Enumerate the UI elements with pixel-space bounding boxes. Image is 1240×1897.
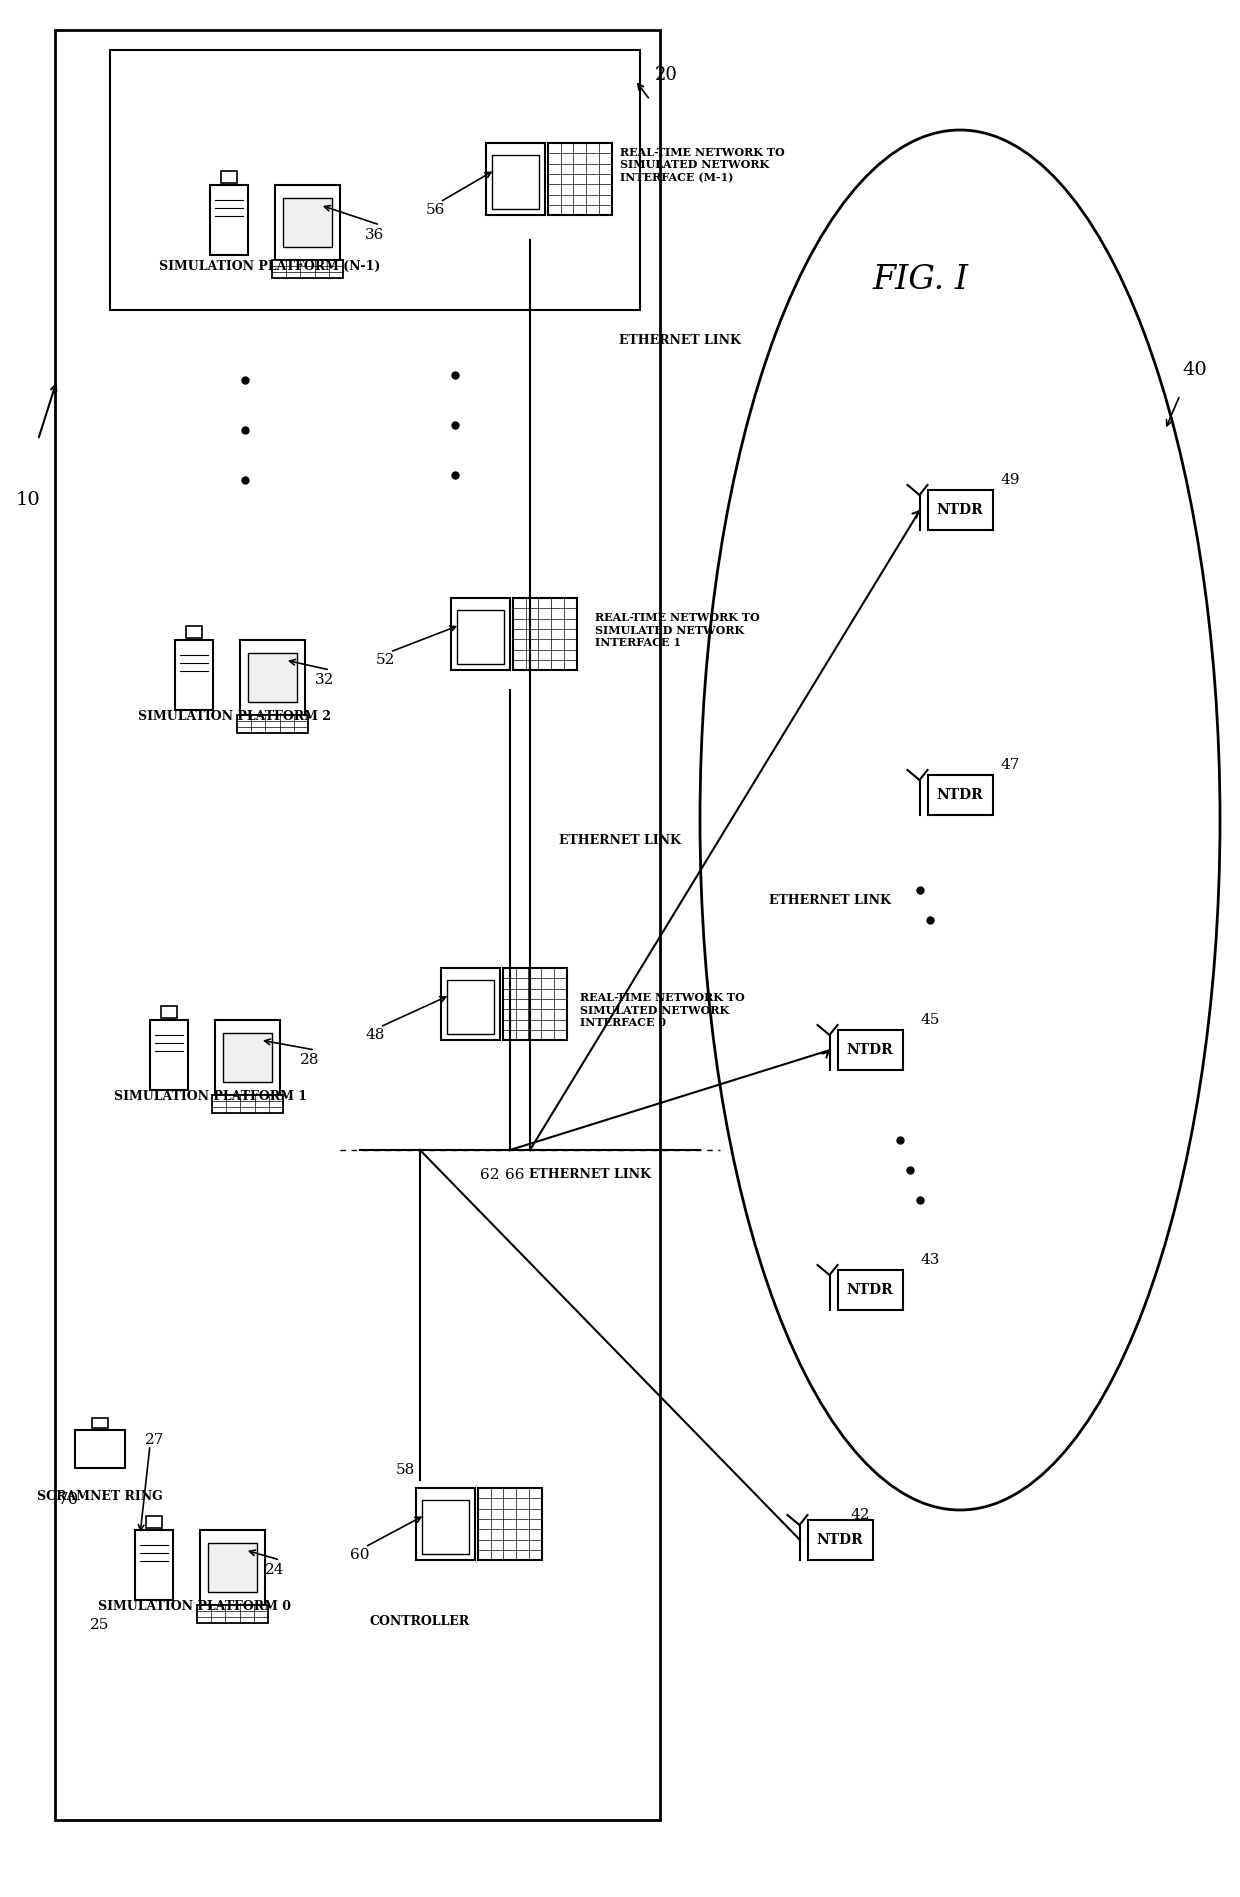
Text: REAL-TIME NETWORK TO
SIMULATED NETWORK
INTERFACE (M-1): REAL-TIME NETWORK TO SIMULATED NETWORK I…	[620, 146, 785, 184]
Bar	[837, 1269, 903, 1311]
Text: 66: 66	[505, 1169, 525, 1182]
Bar	[210, 186, 248, 254]
Bar	[200, 1531, 265, 1605]
Text: NTDR: NTDR	[936, 503, 983, 518]
Text: 60: 60	[350, 1548, 370, 1561]
Text: NTDR: NTDR	[847, 1282, 893, 1298]
Ellipse shape	[701, 131, 1220, 1510]
Bar	[486, 142, 546, 214]
Text: 42: 42	[851, 1508, 869, 1521]
Bar	[248, 653, 296, 702]
Text: 25: 25	[91, 1618, 109, 1631]
Bar	[186, 626, 202, 637]
Bar	[513, 598, 577, 670]
Bar	[456, 609, 505, 664]
Bar	[55, 30, 660, 1819]
Text: 52: 52	[376, 653, 394, 668]
Bar	[492, 154, 539, 209]
Text: FIG. I: FIG. I	[872, 264, 968, 296]
Text: SCRAMNET RING: SCRAMNET RING	[37, 1489, 162, 1502]
Text: 27: 27	[145, 1432, 165, 1447]
Text: 62: 62	[480, 1169, 500, 1182]
Bar	[415, 1487, 475, 1559]
Text: 49: 49	[1001, 472, 1019, 488]
Text: SIMULATION PLATFORM 0: SIMULATION PLATFORM 0	[98, 1599, 291, 1612]
Bar	[150, 1021, 188, 1091]
Text: 24: 24	[265, 1563, 285, 1576]
Bar	[446, 979, 495, 1034]
Text: 43: 43	[920, 1254, 940, 1267]
Text: NTDR: NTDR	[936, 787, 983, 802]
Bar	[283, 197, 332, 247]
Bar	[223, 1034, 272, 1081]
Bar	[440, 967, 500, 1040]
Bar	[208, 1542, 257, 1592]
Text: ETHERNET LINK: ETHERNET LINK	[559, 833, 681, 846]
Text: ETHERNET LINK: ETHERNET LINK	[619, 334, 742, 347]
Text: 47: 47	[1001, 759, 1019, 772]
Bar	[135, 1531, 174, 1599]
Text: 45: 45	[920, 1013, 940, 1026]
Bar	[221, 171, 237, 182]
Text: 70: 70	[57, 1491, 78, 1508]
Bar	[197, 1605, 268, 1624]
Text: REAL-TIME NETWORK TO
SIMULATED NETWORK
INTERFACE 1: REAL-TIME NETWORK TO SIMULATED NETWORK I…	[595, 611, 760, 649]
Text: REAL-TIME NETWORK TO
SIMULATED NETWORK
INTERFACE 0: REAL-TIME NETWORK TO SIMULATED NETWORK I…	[580, 992, 745, 1028]
Text: 40: 40	[1183, 360, 1208, 379]
Bar	[548, 142, 611, 214]
Text: 28: 28	[300, 1053, 320, 1066]
Text: SIMULATION PLATFORM 1: SIMULATION PLATFORM 1	[114, 1091, 306, 1102]
Bar	[837, 1030, 903, 1070]
Bar	[502, 967, 567, 1040]
Bar	[928, 776, 992, 816]
Text: SIMULATION PLATFORM 2: SIMULATION PLATFORM 2	[139, 709, 331, 723]
Bar	[237, 715, 309, 732]
Bar	[92, 1417, 108, 1428]
Bar	[477, 1487, 542, 1559]
Text: 36: 36	[366, 228, 384, 243]
Bar	[161, 1005, 177, 1019]
Text: CONTROLLER: CONTROLLER	[370, 1614, 470, 1628]
Bar	[175, 639, 213, 709]
Text: NTDR: NTDR	[847, 1043, 893, 1057]
Bar	[807, 1519, 873, 1559]
Text: NTDR: NTDR	[817, 1533, 863, 1546]
Text: ETHERNET LINK: ETHERNET LINK	[529, 1169, 651, 1182]
Text: SIMULATION PLATFORM (N-1): SIMULATION PLATFORM (N-1)	[159, 260, 381, 273]
Text: 32: 32	[315, 673, 335, 687]
Bar	[110, 49, 640, 309]
Text: 56: 56	[425, 203, 445, 216]
Bar	[275, 186, 340, 260]
Bar	[272, 260, 343, 279]
Bar	[215, 1021, 280, 1095]
Bar	[241, 639, 305, 715]
Bar	[451, 598, 510, 670]
Text: 20: 20	[655, 66, 678, 83]
Text: ETHERNET LINK: ETHERNET LINK	[769, 893, 890, 907]
Bar	[928, 489, 992, 529]
Text: 58: 58	[396, 1463, 414, 1478]
Bar	[422, 1501, 469, 1554]
Text: 48: 48	[366, 1028, 384, 1041]
Bar	[212, 1095, 283, 1114]
Text: 10: 10	[16, 491, 41, 508]
Bar	[74, 1430, 125, 1468]
Bar	[146, 1516, 162, 1527]
